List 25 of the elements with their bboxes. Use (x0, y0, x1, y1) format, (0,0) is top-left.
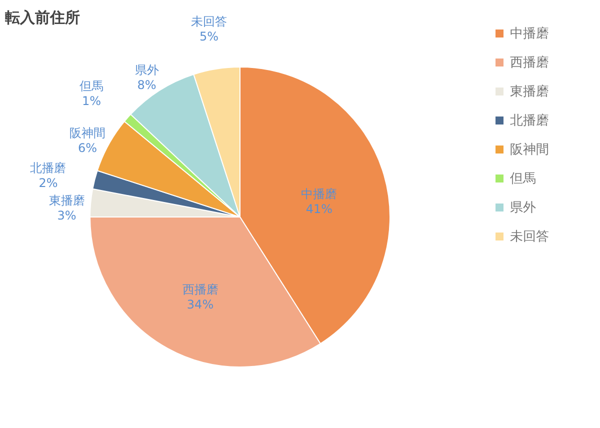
slice-label: 西播磨 (182, 282, 218, 296)
legend-label: 中播磨 (510, 26, 549, 42)
legend-label: 県外 (510, 200, 536, 216)
data-label: 34% (186, 297, 214, 312)
data-label: 1% (82, 94, 101, 108)
slice-label: 阪神間 (70, 126, 106, 140)
legend-label: 北播磨 (510, 114, 549, 128)
legend-label: 東播磨 (510, 84, 549, 100)
data-label: 41% (306, 202, 333, 216)
slice-label: 未回答 (191, 14, 228, 28)
data-label: 3% (57, 208, 76, 223)
slice-label: 但馬 (79, 79, 104, 94)
legend-label: 阪神間 (510, 142, 549, 158)
legend-label: 但馬 (510, 172, 536, 186)
data-label: 5% (200, 29, 219, 44)
data-label: 8% (137, 78, 156, 92)
chart-title: 転入前住所 (5, 8, 80, 26)
slice-label: 県外 (134, 63, 159, 78)
data-label: 2% (38, 176, 58, 190)
slice-label: 中播磨 (301, 186, 338, 201)
slice-label: 東播磨 (48, 194, 85, 208)
legend-label: 西播磨 (510, 56, 549, 70)
legend-label: 未回答 (510, 230, 549, 244)
data-label: 6% (78, 141, 98, 156)
slice-label: 北播磨 (30, 160, 66, 175)
